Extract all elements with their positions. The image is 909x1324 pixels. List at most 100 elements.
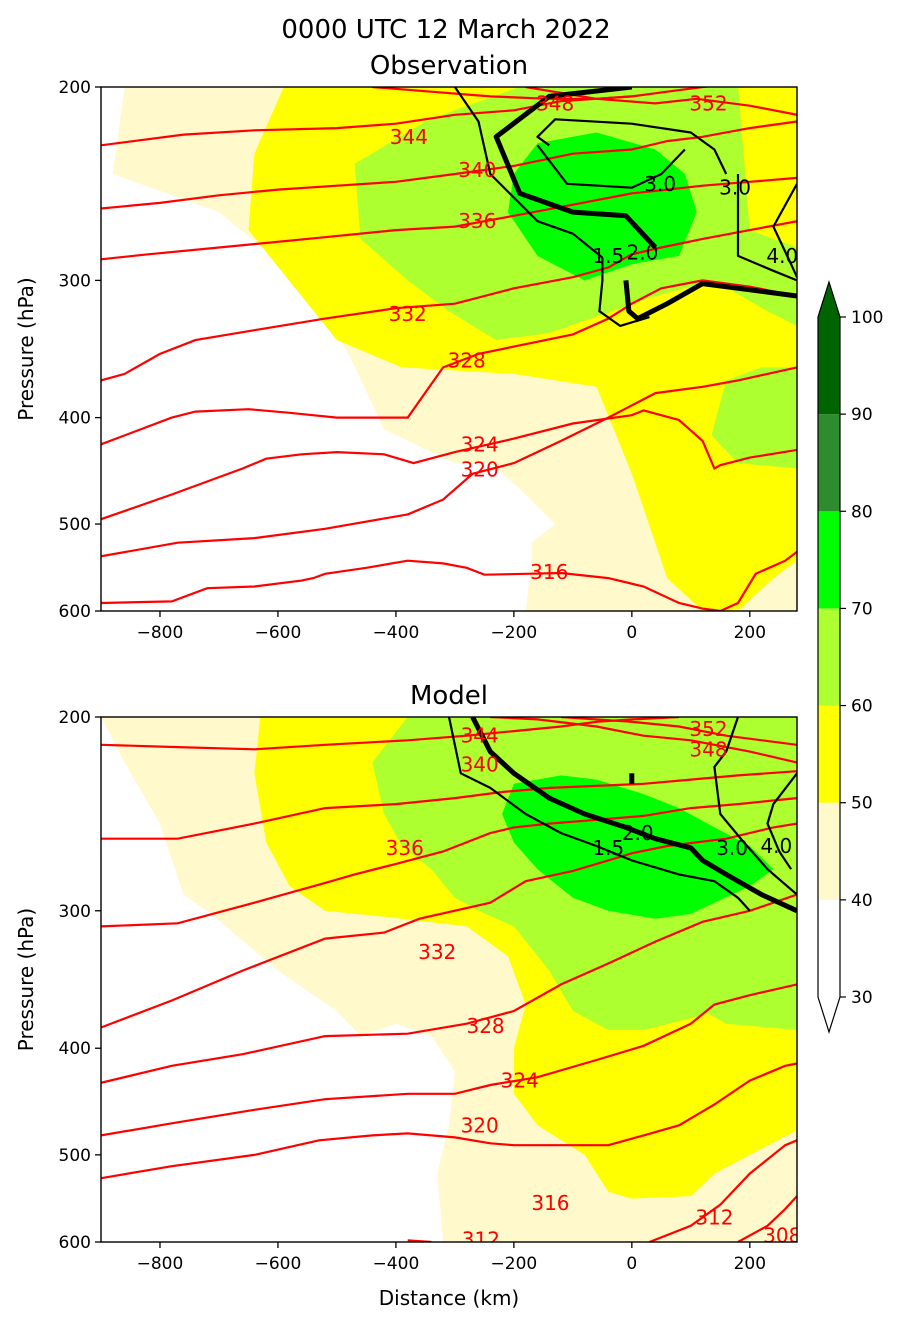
colorbar-segment [818, 317, 840, 415]
theta-contour-312 [649, 1139, 797, 1242]
colorbar-segment [818, 608, 840, 706]
colorbar-extend-max [818, 282, 840, 317]
theta-label: 316 [531, 1191, 569, 1215]
theta-contour-348 [525, 87, 797, 116]
y-axis-label: Pressure (hPa) [14, 277, 38, 420]
theta-contour-316 [101, 550, 797, 611]
panel-title: Model [410, 681, 488, 711]
x-tick-label: 0 [626, 1254, 637, 1274]
y-axis-label: Pressure (hPa) [14, 908, 38, 1051]
pv-contour-1.5 [598, 257, 650, 327]
colorbar-tick-label: 40 [851, 891, 873, 911]
y-tick-label: 500 [59, 1146, 91, 1166]
y-tick-label: 200 [59, 708, 91, 728]
theta-contour-344 [490, 717, 797, 764]
theta-contour-320 [101, 409, 797, 521]
filled-region-70-80 [502, 775, 774, 919]
x-tick-label: −800 [137, 1254, 184, 1274]
colorbar: 30 40 50 60 70 80 90 100 [817, 279, 883, 1035]
x-tick-label: −600 [255, 623, 302, 643]
figure-title: 0000 UTC 12 March 2022 [281, 15, 610, 45]
theta-contour-328 [101, 220, 797, 382]
theta-label: 340 [461, 753, 499, 777]
y-tick-label: 600 [59, 602, 91, 622]
pv-label: 1.5 [592, 836, 624, 860]
colorbar-tick-label: 100 [851, 308, 883, 328]
theta-contour-332 [101, 797, 797, 928]
theta-label: 328 [448, 349, 486, 373]
theta-label: 348 [689, 737, 727, 761]
colorbar-tick-label: 60 [851, 697, 873, 717]
theta-contour-320 [101, 366, 797, 558]
pv-contour-3 [536, 118, 728, 175]
y-tick-label: 300 [59, 271, 91, 291]
colorbar-segment [818, 414, 840, 512]
pv-contour-4 [772, 183, 797, 278]
theta-label: 332 [418, 940, 456, 964]
x-tick-label: −400 [373, 1254, 420, 1274]
theta-label: 344 [390, 125, 428, 149]
theta-label: 324 [461, 432, 499, 456]
pv-label: 2.0 [622, 821, 654, 845]
x-tick-label: −400 [373, 623, 420, 643]
theta-label: 352 [689, 717, 727, 741]
pv-contour-2 [493, 87, 658, 250]
x-tick-label: −200 [491, 623, 538, 643]
y-tick-label: 400 [59, 409, 91, 429]
plot-frame [100, 86, 798, 612]
theta-contour-316 [101, 1062, 797, 1180]
colorbar-tick-label: 50 [851, 794, 873, 814]
theta-label: 320 [461, 1113, 499, 1137]
theta-contour-336 [101, 770, 797, 840]
theta-label: 352 [689, 91, 727, 115]
x-axis-label: Distance (km) [379, 1286, 519, 1310]
theta-label: 340 [458, 158, 496, 182]
y-tick-label: 300 [59, 902, 91, 922]
theta-label: 320 [461, 458, 499, 482]
x-tick-label: −800 [137, 623, 184, 643]
theta-label: 328 [466, 1014, 504, 1038]
pv-contour-4 [766, 772, 797, 870]
theta-label: 312 [695, 1205, 733, 1229]
theta-contour-308 [737, 1195, 797, 1242]
theta-label: 336 [386, 836, 424, 860]
y-tick-label: 200 [59, 78, 91, 98]
theta-label: 332 [389, 302, 427, 326]
panel-title: Observation [370, 51, 528, 81]
x-tick-label: 200 [734, 1254, 766, 1274]
pv-contour-3 [536, 144, 686, 189]
colorbar-tick-label: 90 [851, 405, 873, 425]
theta-label: 344 [461, 724, 499, 748]
colorbar-segment [818, 802, 840, 900]
colorbar-tick-label: 70 [851, 599, 873, 619]
colorbar-segment [818, 511, 840, 609]
theta-contour-328 [101, 822, 797, 1029]
colorbar-tick-label: 80 [851, 502, 873, 522]
y-tick-label: 600 [59, 1233, 91, 1253]
x-tick-label: 0 [626, 623, 637, 643]
theta-label: 312 [462, 1228, 500, 1252]
theta-label: 308 [763, 1224, 801, 1248]
pv-label: 2.0 [627, 241, 659, 265]
y-tick-label: 400 [59, 1039, 91, 1059]
colorbar-segment [818, 899, 840, 997]
pv-contour-3 [713, 717, 797, 896]
theta-contour-332 [101, 176, 797, 261]
pv-label: 3.0 [716, 836, 748, 860]
plot-frame [100, 716, 798, 1243]
theta-label: 336 [458, 209, 496, 233]
colorbar-extend-min [818, 997, 840, 1032]
x-tick-label: 200 [734, 623, 766, 643]
theta-contour-324 [101, 279, 797, 446]
y-tick-label: 500 [59, 515, 91, 535]
theta-label: 324 [501, 1069, 539, 1093]
pv-label: 3.0 [644, 172, 676, 196]
theta-contour-348 [561, 717, 797, 746]
theta-contour-324 [101, 893, 797, 1084]
pv-label: 4.0 [760, 834, 792, 858]
